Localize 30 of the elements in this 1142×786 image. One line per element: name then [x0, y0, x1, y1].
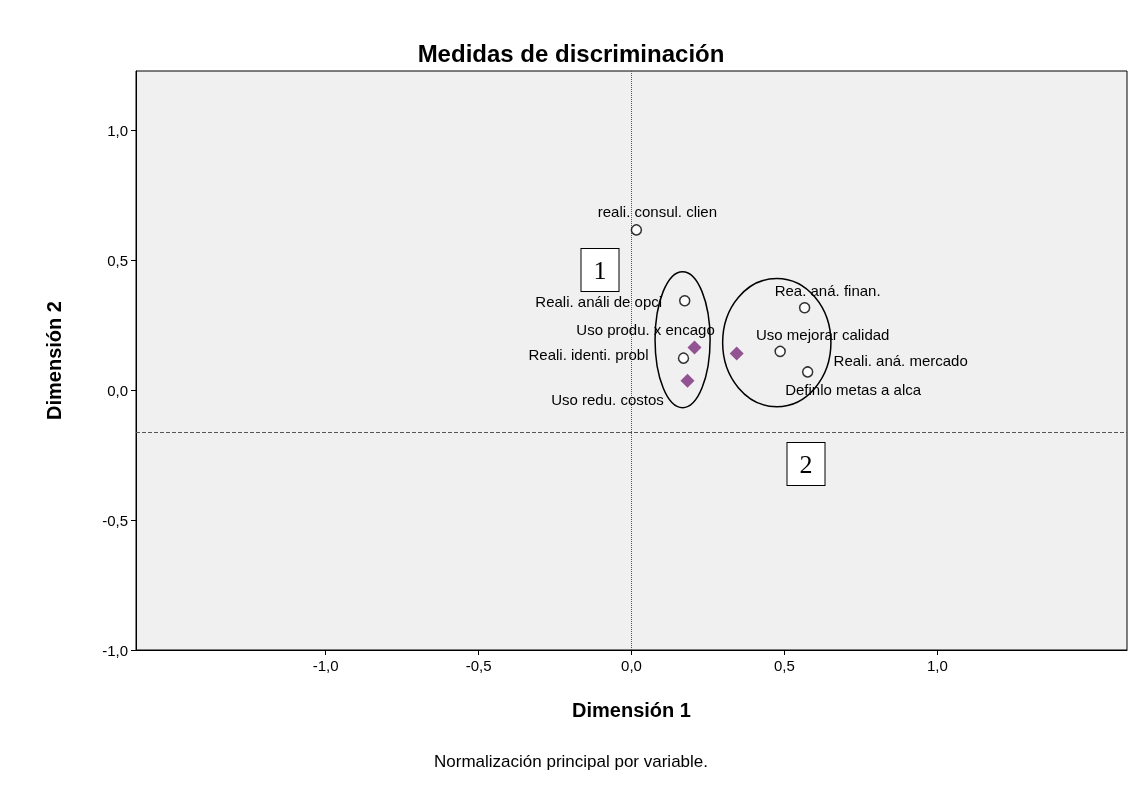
annotation: Reali. aná. mercado	[833, 352, 968, 370]
y-tick-label: 0,5	[107, 252, 128, 270]
x-axis-title: Dimensión 1	[572, 699, 691, 721]
point	[687, 340, 702, 355]
point	[798, 302, 811, 314]
annotation: Rea. aná. finan.	[774, 282, 881, 300]
point	[677, 352, 690, 364]
x-tick-label: -0,5	[465, 657, 492, 674]
point	[630, 224, 643, 236]
x-tick-label: 0,0	[621, 657, 642, 674]
chart-title: Medidas de discriminación	[417, 39, 725, 67]
annotation: reali. consul. clien	[597, 203, 718, 221]
y-tick-label: -1,0	[102, 641, 128, 659]
text: Normalización principal por variable.	[434, 752, 709, 771]
point	[678, 295, 691, 307]
point	[801, 366, 814, 378]
annotation: 2	[799, 449, 813, 479]
x-tick-label: 1,0	[926, 657, 948, 674]
x-tick-label: 0,5	[774, 657, 795, 674]
y-tick-label: 1,0	[107, 122, 128, 140]
point	[774, 345, 786, 358]
y-tick-label: 0,0	[107, 381, 128, 399]
point	[729, 346, 744, 361]
annotation: 1	[593, 255, 607, 285]
y-tick-label: -0,5	[102, 511, 128, 529]
annotation: Reali. identi. probl	[528, 345, 649, 363]
annotation: Uso redu. costos	[551, 391, 664, 409]
x-tick-label: -1,0	[312, 657, 339, 674]
y-axis-title: Dimensión 2	[43, 301, 65, 420]
point	[680, 373, 695, 388]
